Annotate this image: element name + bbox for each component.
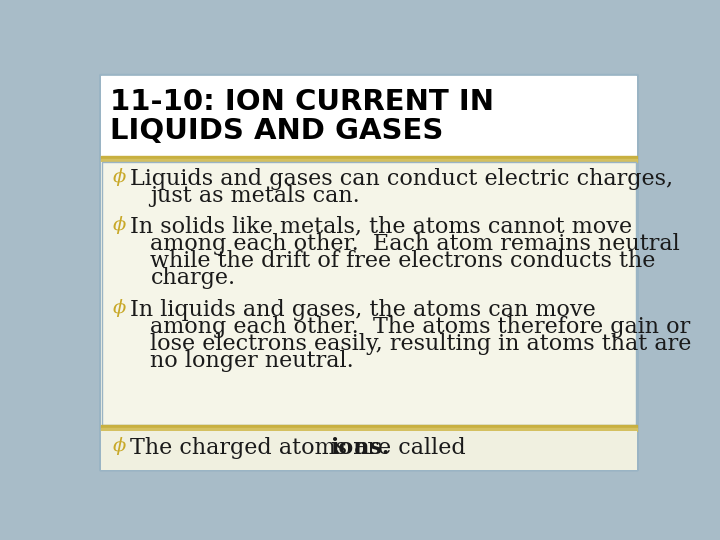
- Text: ϕ: ϕ: [113, 215, 127, 234]
- Bar: [101, 162, 637, 425]
- Text: lose electrons easily, resulting in atoms that are: lose electrons easily, resulting in atom…: [150, 333, 692, 355]
- Text: charge.: charge.: [150, 267, 235, 288]
- Bar: [101, 76, 637, 166]
- Text: no longer neutral.: no longer neutral.: [150, 350, 354, 372]
- Text: In solids like metals, the atoms cannot move: In solids like metals, the atoms cannot …: [130, 215, 632, 238]
- Text: LIQUIDS AND GASES: LIQUIDS AND GASES: [110, 117, 444, 145]
- Text: ϕ: ϕ: [113, 437, 127, 455]
- Text: ϕ: ϕ: [113, 299, 127, 317]
- Text: The charged atoms are called: The charged atoms are called: [130, 437, 473, 460]
- Text: ions.: ions.: [330, 437, 390, 460]
- Text: In liquids and gases, the atoms can move: In liquids and gases, the atoms can move: [130, 299, 596, 321]
- Text: among each other.  Each atom remains neutral: among each other. Each atom remains neut…: [150, 233, 680, 255]
- FancyBboxPatch shape: [100, 75, 638, 470]
- Text: while the drift of free electrons conducts the: while the drift of free electrons conduc…: [150, 249, 656, 272]
- Text: 11-10: ION CURRENT IN: 11-10: ION CURRENT IN: [110, 88, 494, 116]
- Text: Liquids and gases can conduct electric charges,: Liquids and gases can conduct electric c…: [130, 168, 673, 190]
- Text: among each other.  The atoms therefore gain or: among each other. The atoms therefore ga…: [150, 316, 690, 338]
- Bar: [101, 431, 637, 470]
- Text: just as metals can.: just as metals can.: [150, 185, 360, 207]
- Text: ϕ: ϕ: [113, 168, 127, 186]
